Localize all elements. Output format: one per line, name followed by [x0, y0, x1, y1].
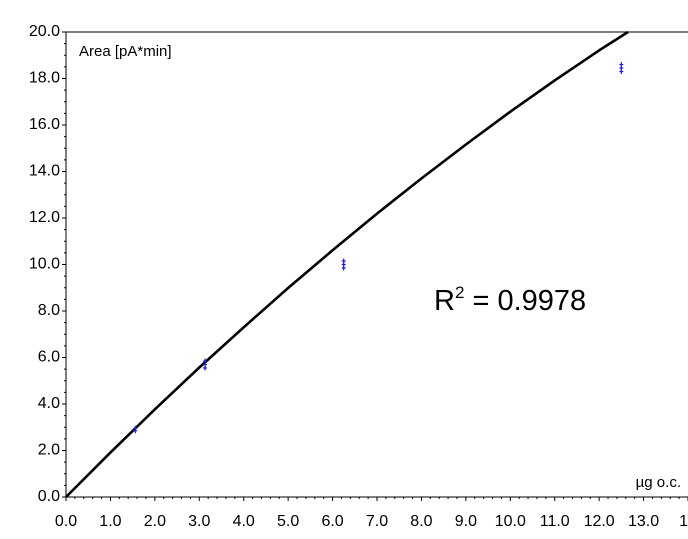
y-tick-label: 8.0 [38, 302, 60, 319]
labels-layer: Area [pA*min] µg o.c. R2 = 0.9978 [79, 43, 681, 491]
axes: 0.0 2.0 4.0 6.0 8.0 10.0 12.0 14.0 16.0 18.0 20.0 0… [29, 23, 688, 530]
x-tick-label: 14 [679, 513, 688, 530]
r-squared-base: R [434, 285, 455, 317]
x-tick-label: 5.0 [277, 513, 299, 530]
y-tick-label: 6.0 [38, 349, 60, 366]
r-squared-annotation: R2 = 0.9978 [434, 283, 586, 317]
x-tick-label: 0.0 [55, 513, 77, 530]
r-squared-sup: 2 [455, 283, 464, 302]
data-point [203, 365, 208, 371]
y-tick-label: 18.0 [29, 70, 60, 87]
data-point [133, 428, 138, 434]
y-tick-label: 20.0 [29, 23, 60, 40]
x-tick-label: 8.0 [410, 513, 432, 530]
y-tick-label: 12.0 [29, 209, 60, 226]
x-tick-label: 11.0 [540, 513, 570, 530]
x-tick-label: 7.0 [366, 513, 388, 530]
data-points-layer [133, 62, 624, 434]
x-tick-label: 3.0 [188, 513, 210, 530]
tick-marks [62, 31, 688, 501]
fit-curve-layer [65, 30, 629, 498]
r-squared-value: = 0.9978 [464, 285, 586, 317]
x-tick-label: 13.0 [628, 513, 659, 530]
x-tick-label: 12.0 [584, 513, 615, 530]
y-tick-label: 2.0 [38, 442, 60, 459]
x-tick-label: 6.0 [321, 513, 343, 530]
y-tick-label: 14.0 [29, 163, 60, 180]
y-axis-label: Area [pA*min] [79, 43, 172, 60]
x-tick-label: 9.0 [455, 513, 477, 530]
x-axis-label: µg o.c. [636, 474, 681, 491]
y-tick-label: 10.0 [29, 256, 60, 273]
x-tick-label: 2.0 [144, 513, 166, 530]
y-tick-label: 16.0 [29, 116, 60, 133]
x-tick-label: 1.0 [99, 513, 121, 530]
y-tick-label: 0.0 [38, 488, 60, 505]
data-point [619, 69, 624, 75]
fit-curve [65, 30, 629, 498]
x-tick-label: 10.0 [495, 513, 526, 530]
x-tick-label: 4.0 [233, 513, 255, 530]
data-point [341, 265, 346, 271]
y-tick-label: 4.0 [38, 395, 60, 412]
